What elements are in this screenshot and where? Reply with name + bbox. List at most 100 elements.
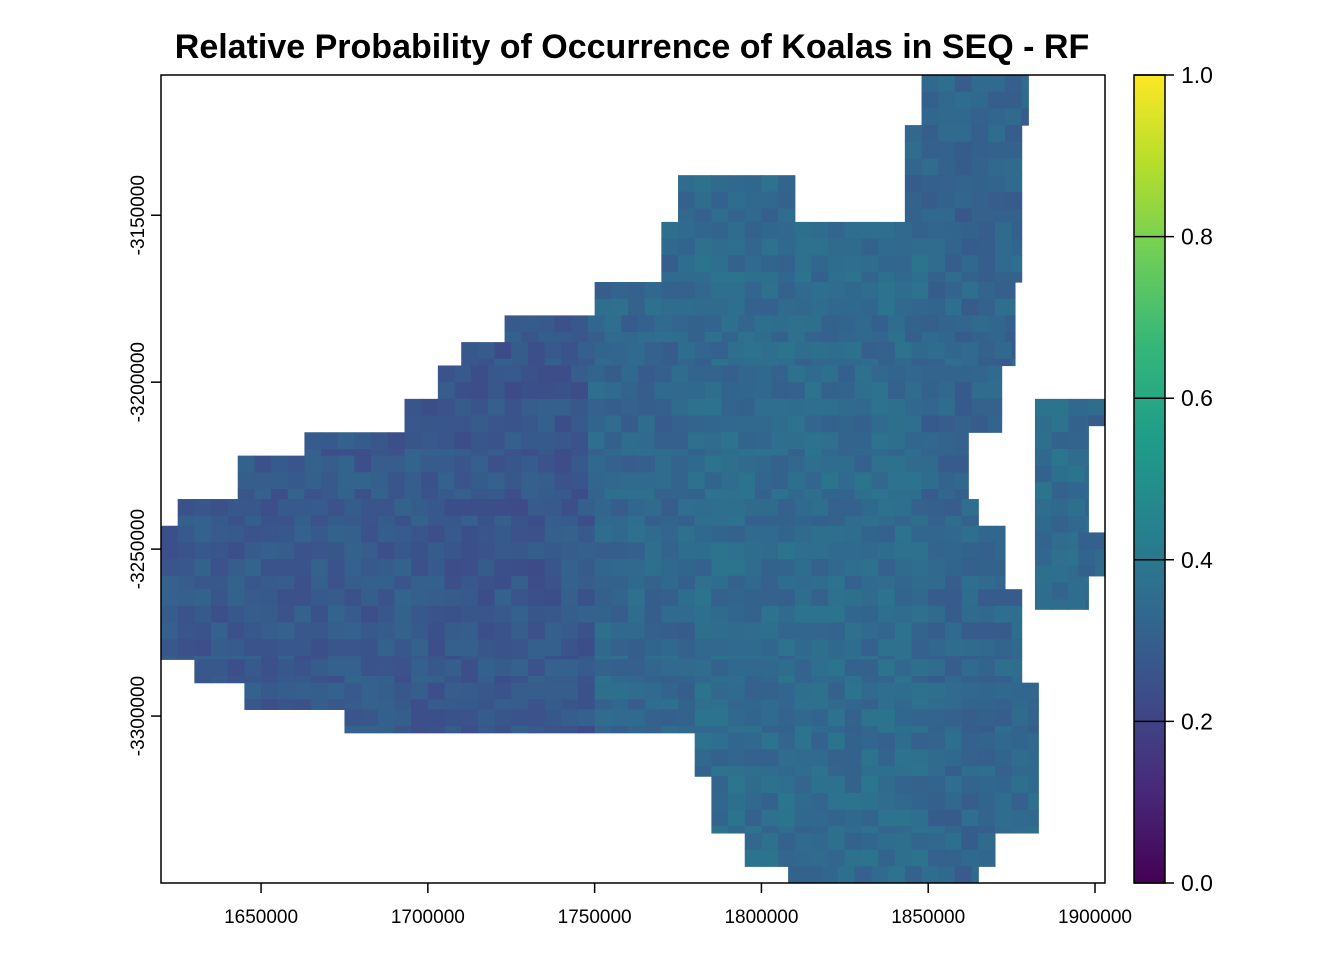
raster-cell: [587, 448, 606, 457]
raster-cell: [621, 432, 639, 450]
raster-cell: [761, 809, 779, 827]
raster-cell: [878, 221, 896, 240]
raster-cell: [894, 809, 913, 827]
raster-cell: [828, 682, 846, 700]
raster-cell: [828, 792, 846, 811]
raster-cell: [811, 682, 829, 700]
raster-cell: [828, 849, 846, 867]
raster-cell: [694, 208, 712, 223]
raster-cell: [971, 332, 989, 343]
raster-cell: [994, 221, 1013, 240]
raster-cell: [871, 432, 889, 450]
raster-cell: [261, 525, 279, 544]
raster-cell: [878, 699, 896, 710]
raster-cell: [838, 398, 856, 417]
raster-cell: [721, 472, 739, 490]
raster-cell: [628, 709, 646, 727]
raster-cell: [638, 415, 656, 433]
raster-cell: [177, 515, 195, 527]
raster-cell: [544, 575, 562, 590]
raster-cell: [494, 726, 512, 734]
raster-cell: [244, 682, 262, 700]
raster-cell: [838, 315, 856, 333]
raster-cell: [844, 726, 863, 734]
raster-cell: [994, 776, 1013, 794]
raster-cell: [688, 332, 706, 343]
raster-cell: [377, 575, 396, 590]
raster-cell: [778, 699, 796, 710]
raster-cell: [304, 448, 322, 457]
raster-cell: [944, 726, 963, 734]
raster-cell: [411, 499, 429, 517]
raster-cell: [888, 455, 906, 473]
raster-cell: [327, 499, 346, 517]
raster-cell: [404, 455, 422, 473]
raster-cell: [728, 792, 746, 811]
raster-cell: [1051, 599, 1069, 610]
raster-cell: [778, 191, 796, 210]
raster-cell: [711, 732, 729, 751]
raster-cell: [254, 455, 272, 473]
raster-cell: [961, 849, 979, 867]
colorbar-tick-label: 0.0: [1181, 870, 1213, 896]
raster-cell: [728, 655, 746, 660]
raster-cell: [1084, 448, 1089, 467]
raster-cell: [344, 542, 362, 560]
raster-cell: [644, 499, 662, 517]
raster-cell: [961, 792, 979, 811]
raster-cell: [944, 589, 963, 607]
raster-cell: [344, 682, 362, 700]
raster-cell: [527, 655, 546, 660]
raster-cell: [761, 732, 779, 751]
raster-cell: [527, 525, 546, 544]
raster-cell: [828, 342, 846, 360]
raster-cell: [861, 282, 879, 300]
raster-cell: [361, 542, 379, 560]
raster-cell: [377, 675, 396, 684]
raster-cell: [894, 659, 913, 677]
raster-cell: [761, 832, 779, 851]
raster-cell: [227, 559, 245, 577]
raster-cell: [444, 542, 462, 560]
raster-cell: [628, 589, 646, 607]
raster-cell: [477, 659, 496, 677]
raster-cell: [304, 472, 322, 490]
raster-cell: [994, 639, 1013, 657]
raster-cell: [487, 455, 506, 473]
raster-cell: [694, 605, 712, 624]
raster-cell: [1084, 415, 1089, 433]
raster-cell: [421, 398, 439, 417]
raster-cell: [527, 575, 546, 590]
raster-cell: [211, 655, 229, 660]
raster-cell: [911, 525, 929, 544]
raster-cell: [811, 559, 829, 577]
raster-cell: [844, 809, 863, 827]
raster-cell: [471, 432, 489, 450]
raster-cell: [628, 358, 646, 367]
raster-cell: [811, 525, 829, 544]
raster-cell: [894, 709, 913, 727]
raster-cell: [894, 238, 913, 256]
raster-cell: [828, 221, 846, 240]
raster-cell: [854, 332, 873, 343]
raster-cell: [904, 472, 923, 490]
raster-cell: [911, 639, 929, 657]
raster-cell: [994, 525, 1006, 544]
raster-cell: [554, 472, 572, 490]
raster-cell: [487, 415, 506, 433]
raster-cell: [304, 489, 322, 500]
raster-cell: [161, 575, 179, 590]
raster-cell: [728, 766, 746, 777]
raster-cell: [1084, 398, 1089, 417]
raster-cell: [344, 699, 362, 710]
raster-cell: [477, 675, 496, 684]
raster-cell: [761, 726, 779, 734]
raster-cell: [854, 365, 873, 383]
raster-cell: [537, 398, 556, 417]
raster-cell: [571, 489, 589, 500]
raster-cell: [811, 709, 829, 727]
raster-cell: [1028, 776, 1039, 794]
raster-cell: [654, 432, 672, 450]
raster-cell: [344, 515, 362, 527]
raster-cell: [444, 675, 462, 684]
